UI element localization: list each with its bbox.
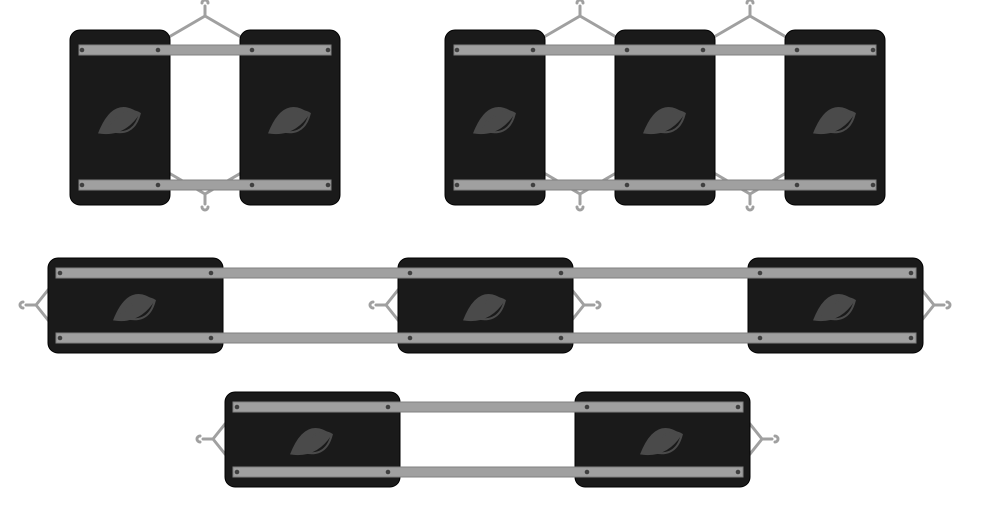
mounting-diagram [0,0,985,506]
mounting-hole [326,48,331,53]
mounting-bar [56,268,916,278]
mounting-hole [559,271,564,276]
mounting-hole [235,470,240,475]
mounting-hole [386,405,391,410]
mounting-hole [585,470,590,475]
mounting-hole [250,183,255,188]
mounting-hole [758,336,763,341]
logo-icon-dot [127,110,132,115]
mounting-hole [795,183,800,188]
mounting-hole [386,470,391,475]
mounting-hole [736,405,741,410]
logo-icon-dot [669,431,674,436]
mounting-hole [625,48,630,53]
middle-3panel-horizontal [20,258,950,353]
top-right-3panel-vertical [445,0,885,210]
mounting-hole [209,271,214,276]
mounting-hole [625,183,630,188]
mounting-bar [454,180,876,190]
mounting-hole [871,48,876,53]
mounting-bar [454,45,876,55]
mounting-hole [559,336,564,341]
mounting-hole [156,183,161,188]
mounting-hole [156,48,161,53]
mounting-bar [233,402,743,412]
mounting-hole [80,183,85,188]
mounting-hole [250,48,255,53]
mounting-hole [408,271,413,276]
logo-icon-dot [297,110,302,115]
mounting-bar [233,467,743,477]
logo-icon-dot [842,297,847,302]
mounting-hole [701,48,706,53]
mounting-hole [455,183,460,188]
mounting-hole [909,271,914,276]
mounting-hole [701,183,706,188]
mounting-hole [795,48,800,53]
mounting-hole [531,48,536,53]
mounting-hole [235,405,240,410]
mounting-hole [531,183,536,188]
top-left-2panel-vertical [70,0,340,210]
logo-icon-dot [319,431,324,436]
mounting-hole [58,271,63,276]
logo-icon-dot [142,297,147,302]
mounting-hole [80,48,85,53]
mounting-hole [758,271,763,276]
logo-icon-dot [672,110,677,115]
mounting-hole [871,183,876,188]
logo-icon-dot [502,110,507,115]
mounting-bar [56,333,916,343]
mounting-hole [408,336,413,341]
mounting-bar [79,45,331,55]
mounting-bar [79,180,331,190]
mounting-hole [209,336,214,341]
mounting-hole [909,336,914,341]
mounting-hole [326,183,331,188]
logo-icon-dot [492,297,497,302]
logo-icon-dot [842,110,847,115]
mounting-hole [58,336,63,341]
mounting-hole [585,405,590,410]
mounting-hole [736,470,741,475]
bottom-2panel-horizontal [197,392,778,487]
mounting-hole [455,48,460,53]
